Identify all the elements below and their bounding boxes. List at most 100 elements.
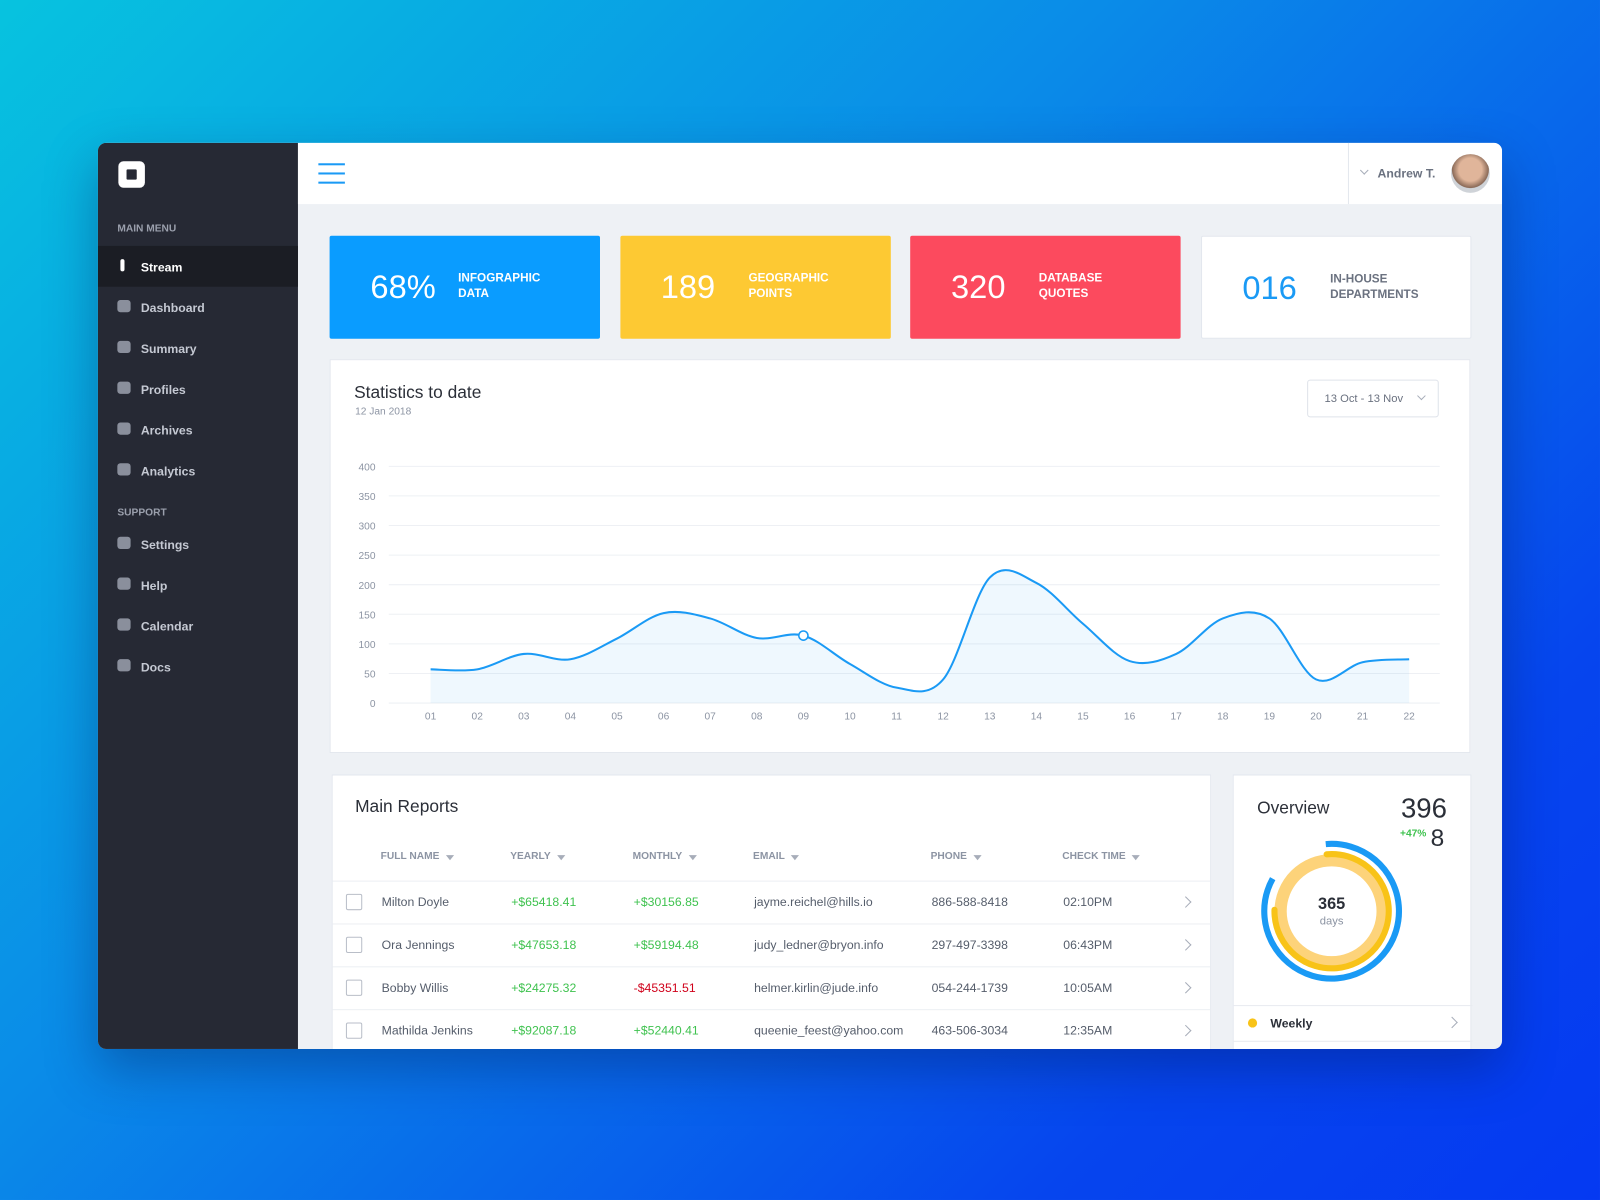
row-arrow[interactable] <box>1179 896 1192 908</box>
cell: -$45351.51 <box>633 980 696 995</box>
chart-panel: Statistics to date 12 Jan 2018 13 Oct - … <box>329 359 1471 754</box>
cell: 886-588-8418 <box>931 894 1008 910</box>
menu-item[interactable]: Stream <box>97 245 298 287</box>
column-header[interactable]: YEARLY <box>510 851 551 863</box>
app-window: MAIN MENU Stream Dashboard Summary Profiles A… <box>97 142 1503 1049</box>
menu-item[interactable]: Settings <box>98 523 298 564</box>
header: Andrew T. <box>297 142 1503 205</box>
menu-item[interactable]: Analytics <box>98 450 298 491</box>
menu-icon <box>117 299 131 313</box>
menu-icon <box>117 577 131 590</box>
x-tick-label: 08 <box>751 711 763 722</box>
x-tick-label: 22 <box>1404 711 1416 722</box>
menu-label: Summary <box>140 341 197 357</box>
menu-item[interactable]: Docs <box>98 646 298 687</box>
menu-label: Help <box>140 578 168 593</box>
y-tick-label: 200 <box>359 581 376 592</box>
sort-icon <box>557 855 566 861</box>
cell: Mathilda Jenkins <box>381 1023 473 1038</box>
cell: 463-506-3034 <box>931 1023 1008 1038</box>
y-tick-label: 150 <box>359 610 376 621</box>
x-tick-label: 20 <box>1310 711 1322 722</box>
menu-icon <box>117 659 131 672</box>
x-tick-label: 07 <box>705 711 717 722</box>
logo[interactable] <box>118 161 145 188</box>
section-title: MAIN MENU <box>117 223 177 235</box>
legend-row[interactable]: Weekly <box>1233 1005 1473 1042</box>
column-header[interactable]: FULL NAME <box>380 851 440 863</box>
cell: judy_ledner@bryon.info <box>754 937 884 953</box>
row-checkbox[interactable] <box>345 893 363 911</box>
menu-item[interactable]: Summary <box>98 328 298 369</box>
menu-icon <box>120 259 125 272</box>
column-header[interactable]: MONTHLY <box>632 851 683 863</box>
y-tick-label: 300 <box>359 522 376 533</box>
stat-label: IN-HOUSE DEPARTMENTS <box>1330 273 1419 302</box>
avatar[interactable] <box>1451 154 1490 193</box>
menu-label: Dashboard <box>140 301 205 316</box>
column-header[interactable]: PHONE <box>930 851 967 863</box>
reports-panel: Main Reports FULL NAME YEARLY MONTHLY EMAIL… <box>331 774 1212 1049</box>
line <box>430 569 1410 693</box>
stat-value: 68% <box>370 268 436 306</box>
menu-item[interactable]: Profiles <box>98 368 298 409</box>
x-tick-label: 14 <box>1031 711 1043 722</box>
x-tick-label: 06 <box>658 711 670 722</box>
user-name[interactable]: Andrew T. <box>1377 166 1436 181</box>
y-tick-label: 0 <box>370 699 376 710</box>
x-tick-label: 17 <box>1171 711 1183 722</box>
stat-label: GEOGRAPHIC POINTS <box>748 272 829 300</box>
menu-label: Analytics <box>140 464 196 479</box>
row-checkbox[interactable] <box>345 936 363 954</box>
highlight-point[interactable] <box>798 630 809 641</box>
x-tick-label: 13 <box>984 711 996 722</box>
menu-item[interactable]: Help <box>98 564 298 605</box>
x-tick-label: 16 <box>1124 711 1136 722</box>
date-range-select[interactable]: 13 Oct - 13 Nov <box>1307 379 1439 418</box>
x-tick-label: 04 <box>565 711 577 722</box>
overview-total: 396 <box>1400 792 1447 824</box>
stat-label: INFOGRAPHIC DATA <box>458 272 541 300</box>
row-checkbox[interactable] <box>345 1022 363 1039</box>
menu-button[interactable] <box>318 163 345 184</box>
x-tick-label: 10 <box>844 711 856 722</box>
x-tick-label: 09 <box>798 711 810 722</box>
row-arrow[interactable] <box>1179 939 1192 951</box>
menu-icon <box>117 536 131 549</box>
row-arrow[interactable] <box>1179 1024 1192 1037</box>
x-tick-label: 19 <box>1264 711 1276 722</box>
menu-item[interactable]: Dashboard <box>98 287 298 328</box>
sort-icon <box>445 855 455 861</box>
menu-icon <box>117 422 131 435</box>
y-tick-label: 400 <box>359 462 376 473</box>
x-tick-label: 12 <box>938 711 950 722</box>
cell: +$59194.48 <box>633 937 699 953</box>
stat-card: 189 GEOGRAPHIC POINTS <box>619 235 891 339</box>
menu-icon <box>117 381 131 394</box>
stat-card: 320 DATABASE QUOTES <box>910 235 1181 339</box>
section-title: SUPPORT <box>117 507 167 519</box>
cell: 12:35AM <box>1063 1023 1113 1038</box>
menu-item[interactable]: Calendar <box>98 605 298 646</box>
stat-value: 189 <box>660 268 716 306</box>
cell: 297-497-3398 <box>931 937 1008 953</box>
reports-title: Main Reports <box>355 796 459 817</box>
stat-value: 016 <box>1242 269 1297 307</box>
user-dropdown[interactable] <box>1359 166 1369 175</box>
cell: helmer.kirlin@jude.info <box>754 980 879 995</box>
column-header[interactable]: CHECK TIME <box>1062 851 1126 863</box>
row-divider <box>332 966 1211 968</box>
row-checkbox[interactable] <box>345 979 363 996</box>
cell: Milton Doyle <box>381 894 450 910</box>
menu-item[interactable]: Archives <box>98 409 298 450</box>
row-arrow[interactable] <box>1179 981 1192 994</box>
x-tick-label: 03 <box>518 711 530 722</box>
x-tick-label: 15 <box>1077 711 1089 722</box>
y-tick-label: 100 <box>359 640 376 651</box>
column-header[interactable]: EMAIL <box>753 851 785 863</box>
cell: 06:43PM <box>1063 937 1113 953</box>
menu-label: Calendar <box>140 619 194 634</box>
cell: +$30156.85 <box>633 894 699 910</box>
